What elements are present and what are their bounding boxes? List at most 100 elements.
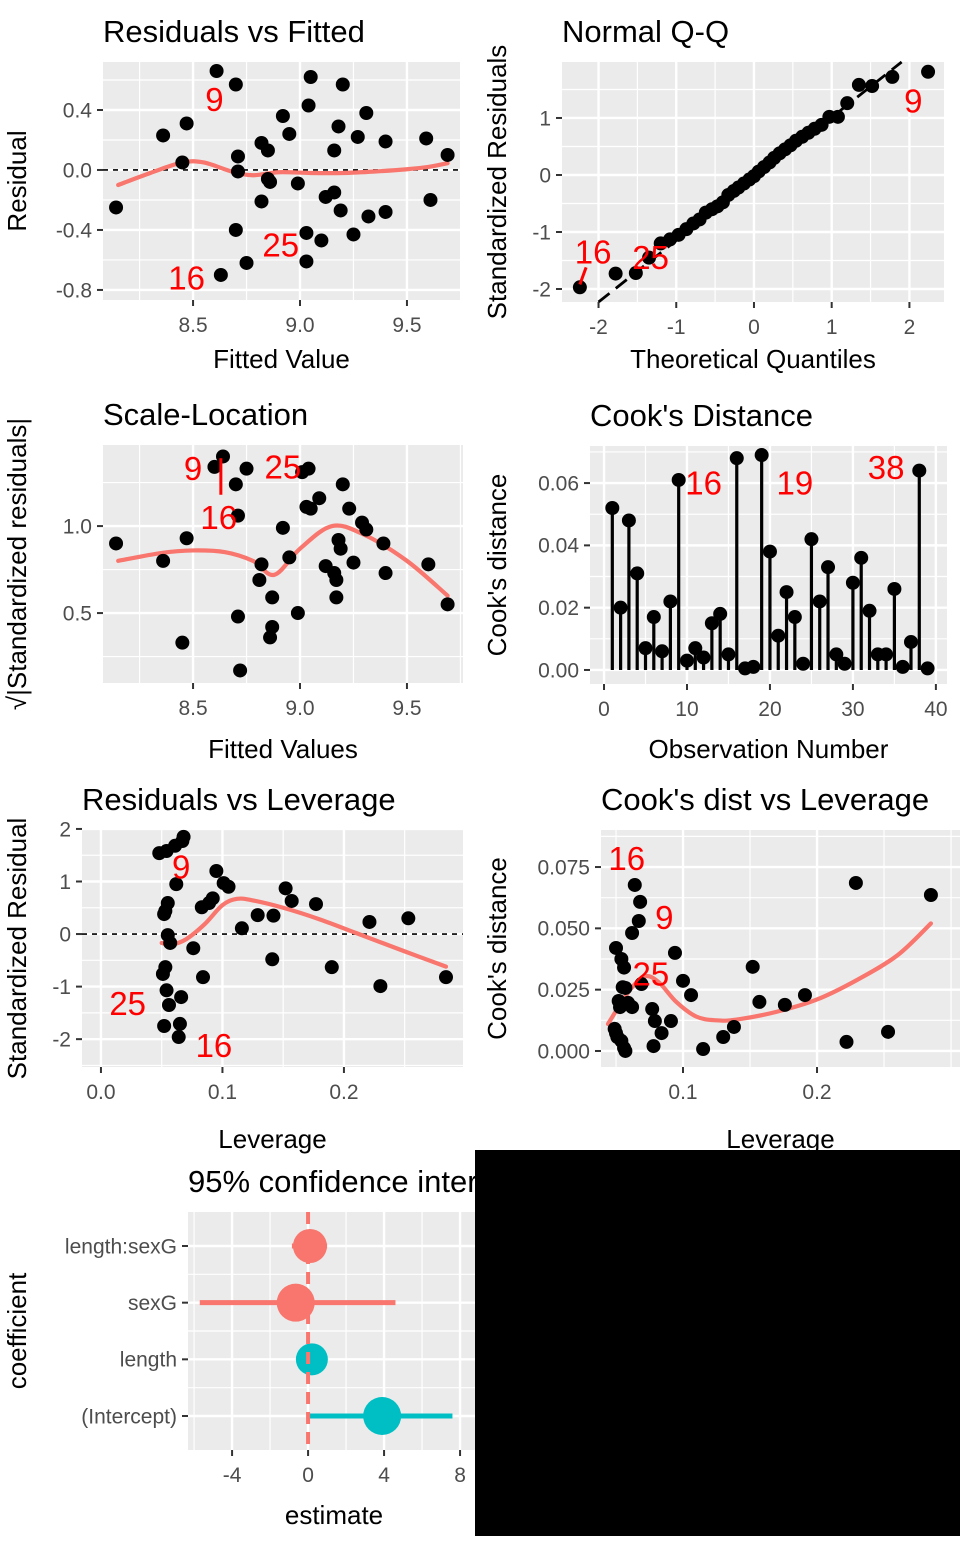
black-overlay	[475, 1150, 960, 1536]
data-point	[609, 940, 624, 955]
data-point	[312, 491, 327, 506]
plot-title: Cook's dist vs Leverage	[601, 782, 929, 817]
x-tick-label: 8.5	[178, 697, 207, 720]
ci-estimate-point	[292, 1229, 327, 1263]
data-point	[335, 477, 350, 492]
stem-point	[688, 641, 703, 656]
data-point	[745, 959, 760, 974]
plot-confidence-intervals: -4 0 4 8 length:sexG sexG length (Intercept) 95%…	[0, 1150, 533, 1536]
y-tick-label: -0.8	[56, 279, 92, 302]
data-point	[839, 1034, 854, 1049]
data-point	[830, 109, 845, 124]
data-point	[266, 908, 281, 923]
data-point	[301, 98, 316, 113]
x-tick-label: 9.5	[392, 314, 421, 337]
y-tick-label: 0.00	[538, 659, 579, 682]
data-point	[239, 461, 254, 476]
data-point	[378, 566, 393, 581]
data-point	[617, 960, 632, 975]
data-point	[308, 897, 323, 912]
data-point	[216, 449, 230, 464]
data-point	[647, 1014, 662, 1029]
x-axis-title: Leverage	[218, 1124, 326, 1154]
stem-point	[829, 647, 844, 662]
outlier-label: 16	[168, 260, 205, 297]
y-category-label: length:sexG	[65, 1235, 177, 1258]
data-point	[282, 550, 297, 565]
x-tick-label: 8.5	[178, 314, 207, 337]
data-point	[684, 988, 699, 1003]
data-point	[848, 875, 863, 890]
outlier-label: 9	[904, 82, 922, 119]
x-tick-label: 9.5	[392, 697, 421, 720]
plot-title: 95% confidence intervals	[188, 1164, 480, 1199]
data-point	[109, 200, 124, 215]
y-tick-label: 1.0	[63, 515, 92, 538]
data-point	[230, 149, 245, 164]
data-point	[613, 1000, 628, 1015]
data-point	[333, 203, 348, 218]
stem-point	[920, 661, 935, 676]
y-tick-label: 0.000	[537, 1040, 590, 1063]
cooks-distance-svg: 16 19 38 0 10 20 30 40 0.06 0.04 0.02 0.00 Cook's Di…	[482, 398, 948, 764]
data-point	[169, 877, 184, 892]
data-point	[284, 893, 299, 908]
data-point	[572, 280, 587, 295]
data-point	[172, 1016, 187, 1031]
x-axis-title: Fitted Values	[208, 734, 358, 764]
data-point	[327, 185, 342, 200]
panel-background	[82, 830, 463, 1067]
x-tick-label: 0	[748, 316, 760, 339]
stem-point	[679, 653, 694, 668]
stem-point	[729, 451, 744, 466]
data-point	[663, 1014, 678, 1029]
data-point	[254, 557, 269, 572]
data-point	[676, 973, 691, 988]
data-point	[923, 887, 938, 902]
data-point	[233, 663, 248, 678]
y-tick-label: 0.06	[538, 472, 579, 495]
data-point	[329, 590, 344, 605]
data-point	[440, 597, 455, 612]
stem-point	[655, 644, 670, 659]
y-tick-label: 0.04	[538, 535, 579, 558]
data-point	[314, 233, 329, 248]
stem-point	[721, 647, 736, 662]
data-point	[250, 908, 265, 923]
stem-point	[630, 566, 645, 581]
data-point	[376, 536, 391, 551]
y-tick-label: -0.4	[56, 219, 93, 242]
data-point	[239, 255, 254, 270]
data-point	[634, 977, 649, 992]
outlier-pointer-line	[578, 266, 588, 285]
data-point	[301, 461, 316, 476]
y-axis-title: Standardized Residual	[2, 818, 32, 1080]
y-tick-label: -2	[532, 278, 551, 301]
data-point	[171, 1030, 186, 1045]
stem-point	[621, 513, 636, 528]
data-point	[645, 1002, 660, 1017]
data-point	[438, 970, 453, 985]
data-point	[156, 128, 171, 143]
outlier-label: 9	[184, 450, 202, 487]
data-point	[207, 459, 222, 474]
residuals-vs-fitted-svg: 9 25 16 8.5 9.0 9.5 0.4 0.0 -0.4 -0.8 Residuals vs…	[2, 14, 460, 374]
data-point	[213, 267, 228, 282]
data-point	[625, 926, 640, 941]
stem-point	[696, 650, 711, 665]
data-point	[174, 990, 189, 1005]
x-tick-label: 4	[378, 1464, 390, 1487]
y-tick-label: 1	[59, 871, 71, 894]
x-axis-title: Fitted Value	[213, 344, 350, 374]
y-tick-label: 2	[59, 818, 71, 841]
stem-point	[821, 560, 836, 575]
plot-residuals-vs-fitted: 9 25 16 8.5 9.0 9.5 0.4 0.0 -0.4 -0.8 Residuals vs…	[0, 0, 480, 380]
y-axis-title: Cook's distance	[482, 474, 512, 657]
data-point	[628, 266, 643, 281]
outlier-label: 16	[200, 499, 237, 536]
data-point	[342, 501, 357, 516]
data-point	[157, 1019, 172, 1034]
x-tick-label: -1	[667, 316, 686, 339]
outlier-label: 25	[109, 985, 146, 1022]
data-point	[361, 209, 376, 224]
